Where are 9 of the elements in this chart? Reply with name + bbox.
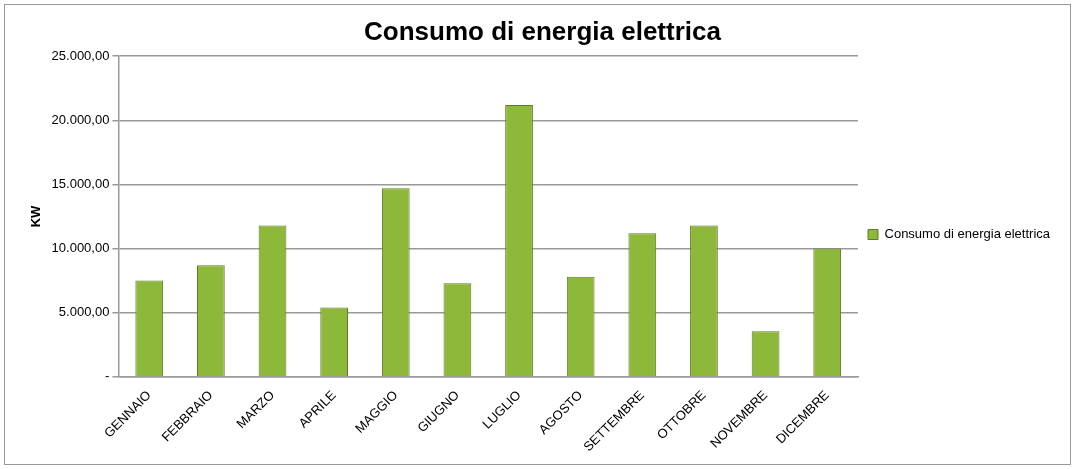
- y-tick-label: 20.000,00: [51, 111, 110, 127]
- y-axis-title: KW: [28, 204, 44, 228]
- legend-label: Consumo di energia elettrica: [884, 226, 1051, 242]
- chart-title: Consumo di energia elettrica: [364, 15, 722, 46]
- y-tick-label: 5.000,00: [58, 304, 110, 320]
- y-tick-label: -: [105, 368, 110, 384]
- y-tick-label: 25.000,00: [51, 47, 110, 63]
- y-tick-label: 15.000,00: [51, 176, 110, 192]
- y-tick-label: 10.000,00: [51, 240, 110, 256]
